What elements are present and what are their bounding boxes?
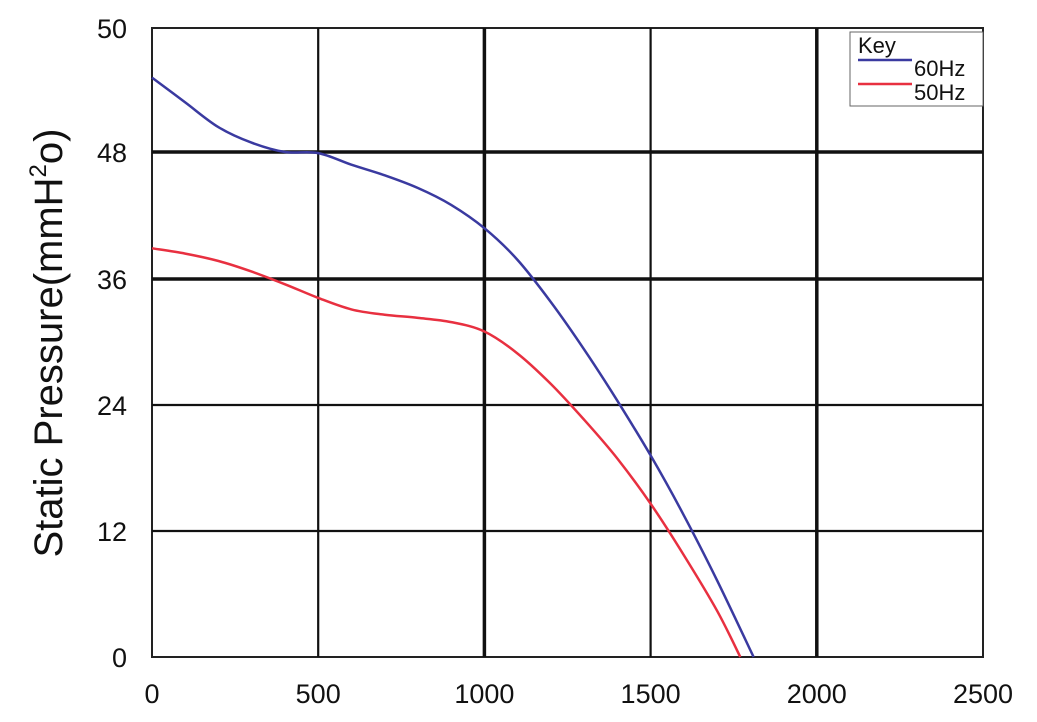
y-axis-label-tail: o) xyxy=(27,129,71,165)
series-line-50hz xyxy=(151,247,742,658)
series-layer xyxy=(151,76,755,658)
x-tick-label: 1500 xyxy=(621,679,681,709)
x-tick-label: 2000 xyxy=(787,679,847,709)
legend: Key 60Hz 50Hz xyxy=(849,31,984,107)
plot-frame xyxy=(151,27,984,658)
x-tick-label: 1000 xyxy=(454,679,514,709)
legend-box xyxy=(849,31,984,107)
y-axis-label-main: Static Pressure(mmH xyxy=(27,177,71,557)
x-tick-label: 0 xyxy=(144,679,159,709)
x-tick-label: 2500 xyxy=(953,679,1013,709)
legend-title: Key xyxy=(858,33,896,58)
y-tick-label: 50 xyxy=(97,14,127,44)
y-axis-label: Static Pressure(mmH2o) xyxy=(25,129,71,558)
legend-label-60hz: 60Hz xyxy=(914,56,965,81)
y-tick-label: 48 xyxy=(97,138,127,168)
x-tick-label: 500 xyxy=(296,679,341,709)
grid xyxy=(151,27,984,658)
legend-label-50hz: 50Hz xyxy=(914,80,965,105)
y-tick-label: 12 xyxy=(97,517,127,547)
y-tick-label: 36 xyxy=(97,265,127,295)
y-tick-label: 0 xyxy=(112,643,127,673)
y-axis-label-superscript: 2 xyxy=(25,164,52,177)
y-tick-label: 24 xyxy=(97,391,127,421)
series-line-60hz xyxy=(151,76,755,658)
tick-labels: 0 500 1000 1500 2000 2500 0 12 24 36 48 50 xyxy=(97,14,1013,709)
